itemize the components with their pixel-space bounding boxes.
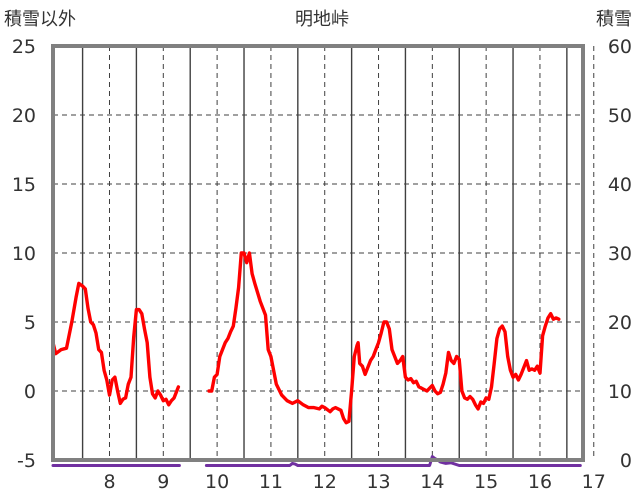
- x-tick-label: 11: [259, 471, 283, 493]
- y-left-tick-label: 0: [24, 381, 36, 403]
- y-right-axis-label: 積雪: [596, 9, 632, 30]
- plot-frame: [51, 44, 585, 462]
- y-left-tick-label: 15: [12, 174, 36, 196]
- x-tick-label: 12: [313, 471, 337, 493]
- y-left-axis-label: 積雪以外: [4, 9, 76, 30]
- y-left-ticks: -5 0 5 10 15 20 25: [12, 36, 36, 472]
- x-tick-label: 9: [157, 471, 169, 493]
- y-left-tick-label: -5: [17, 450, 36, 472]
- x-tick-label: 16: [528, 471, 552, 493]
- y-left-tick-label: 20: [12, 105, 36, 127]
- x-tick-label: 17: [582, 471, 606, 493]
- series-0-line: [51, 281, 181, 407]
- x-tick-label: 15: [474, 471, 498, 493]
- y-right-tick-label: 0: [620, 450, 632, 472]
- y-right-tick-label: 40: [608, 174, 632, 196]
- y-right-tick-label: 30: [608, 243, 632, 265]
- y-right-ticks: 0 10 20 30 40 50 60: [608, 36, 632, 472]
- y-left-tick-label: 10: [12, 243, 36, 265]
- y-left-tick-label: 5: [24, 312, 36, 334]
- x-tick-label: 13: [366, 471, 390, 493]
- series-layer: [51, 251, 582, 467]
- x-ticks: 8 9 10 11 12 13 14 15 16 17: [103, 471, 605, 493]
- y-right-tick-label: 10: [608, 381, 632, 403]
- chart-title: 明地峠: [295, 9, 349, 30]
- y-right-tick-label: 60: [608, 36, 632, 58]
- x-tick-label: 10: [205, 471, 229, 493]
- x-tick-label: 8: [103, 471, 115, 493]
- y-left-tick-label: 25: [12, 36, 36, 58]
- y-right-tick-label: 50: [608, 105, 632, 127]
- y-right-tick-label: 20: [608, 312, 632, 334]
- x-tick-label: 14: [420, 471, 444, 493]
- series-1-line: [204, 455, 582, 467]
- series-0-line: [207, 251, 561, 425]
